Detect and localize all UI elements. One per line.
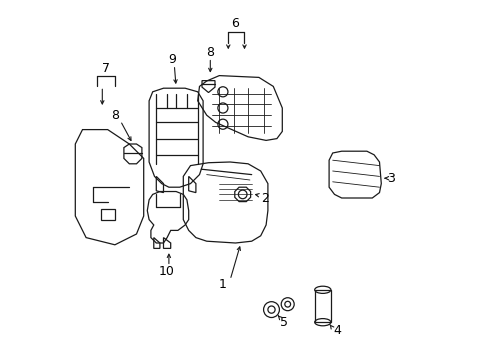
Text: 8: 8 bbox=[206, 46, 214, 59]
Text: 8: 8 bbox=[111, 109, 119, 122]
Text: 2: 2 bbox=[261, 192, 268, 204]
Text: 5: 5 bbox=[280, 316, 287, 329]
Text: 3: 3 bbox=[386, 172, 394, 185]
Text: 7: 7 bbox=[102, 62, 110, 75]
Text: 9: 9 bbox=[168, 53, 176, 66]
Text: 4: 4 bbox=[333, 324, 341, 337]
Text: 10: 10 bbox=[158, 265, 174, 278]
Text: 6: 6 bbox=[231, 17, 239, 30]
Text: 1: 1 bbox=[219, 278, 226, 291]
